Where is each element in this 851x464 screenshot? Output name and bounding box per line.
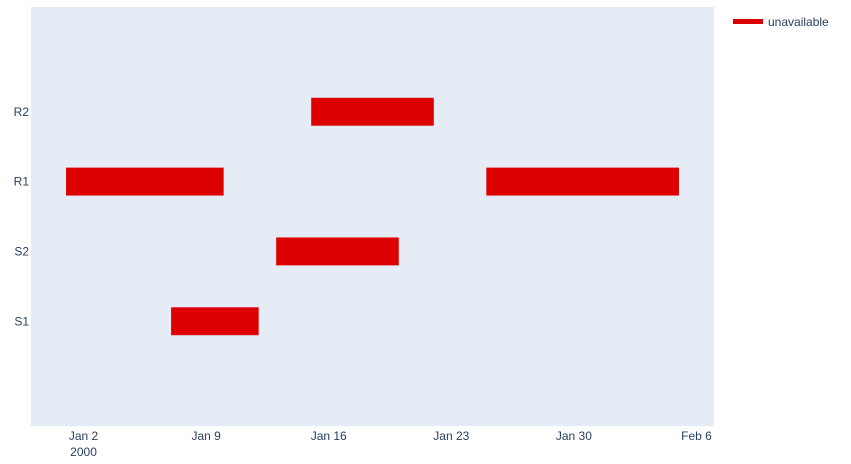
y-tick-label-r1: R1 [14,175,30,189]
x-tick-label-2: Jan 16 [311,429,347,443]
legend-label-unavailable: unavailable [768,15,829,29]
x-tick-label-0: Jan 2 [69,429,99,443]
y-axis-ticks: S1 S2 R1 R2 [14,105,30,329]
bar-r1-1[interactable] [66,167,224,196]
bars-layer [66,97,679,336]
bar-s1-4[interactable] [171,307,259,336]
bar-r1-2[interactable] [486,167,679,196]
y-tick-label-s1: S1 [14,314,29,328]
x-tick-label-3: Jan 23 [433,429,469,443]
bar-s2-3[interactable] [276,237,399,266]
x-axis-ticks: Jan 2 2000 Jan 9 Jan 16 Jan 23 Jan 30 Feb 6 [69,429,712,459]
plot-background [31,7,714,426]
x-tick-label-4: Jan 30 [556,429,592,443]
bar-r2-0[interactable] [311,97,434,126]
legend[interactable]: unavailable [733,15,829,29]
x-tick-sublabel-0: 2000 [70,445,97,459]
y-tick-label-r2: R2 [14,105,30,119]
x-tick-label-5: Feb 6 [681,429,712,443]
x-tick-label-1: Jan 9 [191,429,221,443]
y-tick-label-s2: S2 [14,244,29,258]
